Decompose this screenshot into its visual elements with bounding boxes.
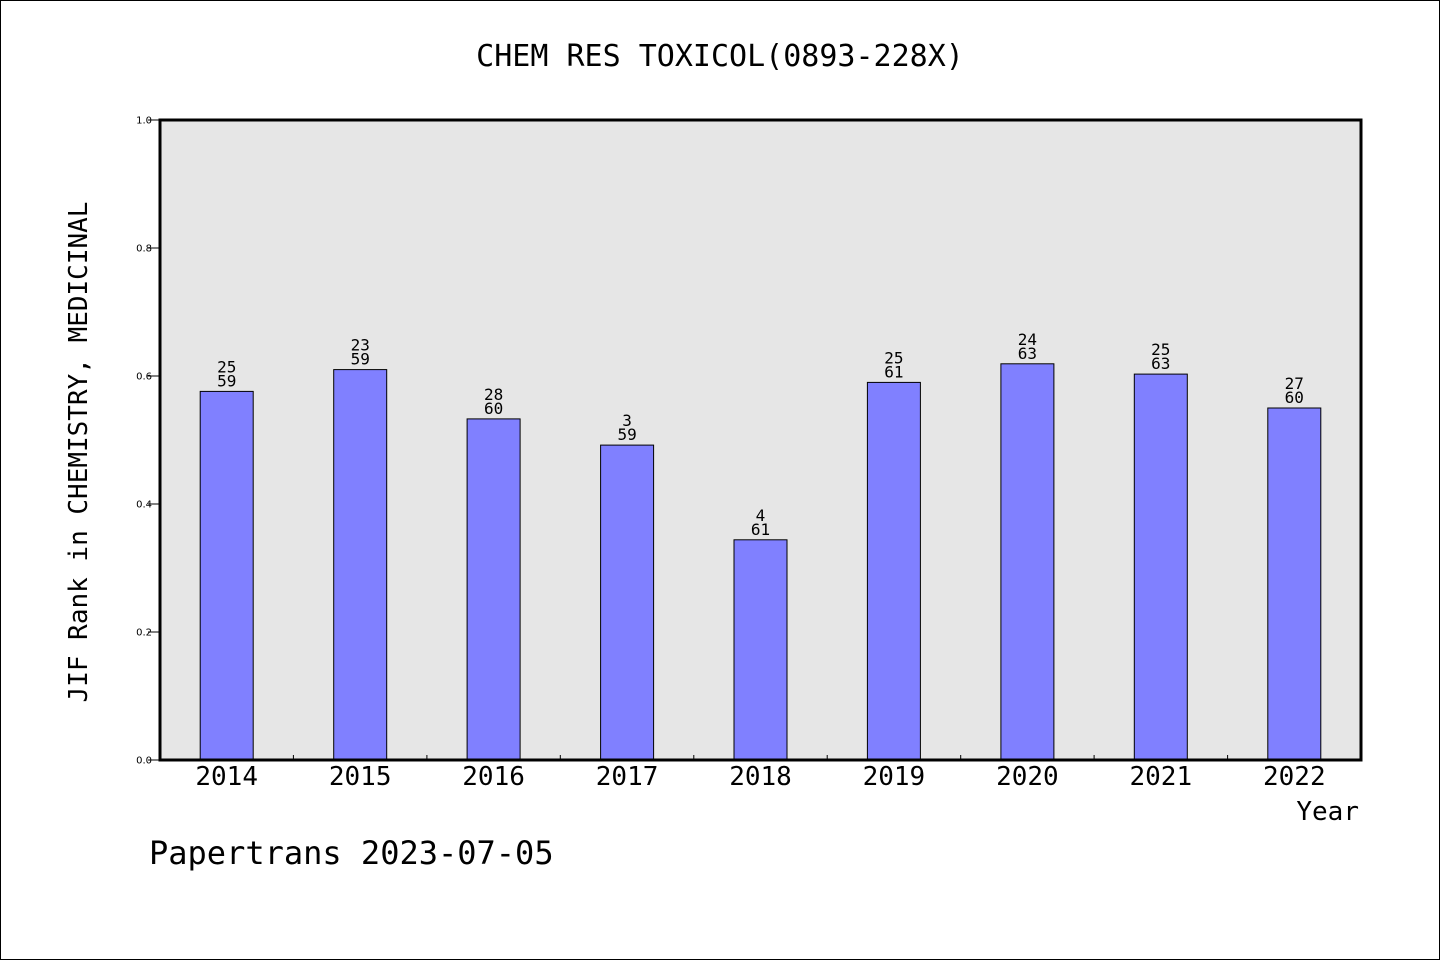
bar-2019	[866, 381, 921, 761]
x-tick-label-2015: 2015	[329, 762, 392, 792]
x-tick-label-2014: 2014	[195, 762, 258, 792]
bar-2021	[1133, 373, 1188, 761]
y-tick-label-1.0: 1.0	[136, 116, 152, 127]
bar-2022	[1267, 407, 1322, 761]
bar-label-2020-total: 63	[1018, 344, 1037, 363]
bar-label-2022-total: 60	[1285, 388, 1304, 407]
bar-label-2014-rank: 25	[217, 357, 236, 376]
bar-label-2019-total: 61	[884, 362, 903, 381]
bar-label-2016-total: 60	[484, 399, 503, 418]
y-tick-label-0.4: 0.4	[136, 500, 152, 511]
bar-label-2022-rank: 27	[1285, 374, 1304, 393]
y-tick-label-0.2: 0.2	[136, 628, 152, 639]
bar-label-2015-rank: 23	[351, 336, 370, 355]
bar-label-2019-rank: 25	[884, 348, 903, 367]
bar-label-2017-total: 59	[617, 425, 636, 444]
y-tick-label-0.8: 0.8	[136, 244, 152, 255]
bar-label-2018-rank: 4	[756, 506, 766, 525]
bar-label-2021-rank: 25	[1151, 340, 1170, 359]
bar-2018	[733, 539, 788, 761]
bar-label-2015-total: 59	[351, 350, 370, 369]
x-axis-label: Year	[1296, 797, 1359, 827]
footer-credit: Papertrans 2023-07-05	[149, 834, 554, 872]
bar-label-2017-rank: 3	[622, 411, 632, 430]
x-tick-label-2020: 2020	[996, 762, 1059, 792]
bar-label-2021-total: 63	[1151, 354, 1170, 373]
chart-title: CHEM RES TOXICOL(0893-228X)	[476, 39, 964, 74]
bars	[199, 363, 1322, 761]
bar-2014	[199, 390, 254, 761]
x-tick-label-2018: 2018	[729, 762, 792, 792]
bar-2017	[600, 444, 655, 761]
plot-border	[158, 118, 1363, 762]
bar-2016	[466, 418, 521, 761]
bar-label-2014-total: 59	[217, 371, 236, 390]
y-axis-label: JIF Rank in CHEMISTRY, MEDICINAL	[64, 202, 94, 703]
bar-label-2018-total: 61	[751, 520, 770, 539]
bar-label-2020-rank: 24	[1018, 330, 1037, 349]
y-tick-label-0.0: 0.0	[136, 756, 152, 767]
bar-label-2016-rank: 28	[484, 385, 503, 404]
bar-2015	[333, 369, 388, 761]
x-tick-label-2017: 2017	[596, 762, 659, 792]
x-tick-label-2022: 2022	[1263, 762, 1326, 792]
x-tick-label-2021: 2021	[1129, 762, 1192, 792]
bar-2020	[1000, 363, 1055, 761]
x-tick-label-2016: 2016	[462, 762, 525, 792]
y-axis: 0.0 0.2 0.4 0.6 0.8 1.0	[136, 116, 160, 767]
y-tick-label-0.6: 0.6	[136, 372, 152, 383]
x-tick-label-2019: 2019	[863, 762, 926, 792]
x-axis: 2014 2015 2016 2017 2018 2019 2020 2021 2022	[195, 755, 1326, 792]
